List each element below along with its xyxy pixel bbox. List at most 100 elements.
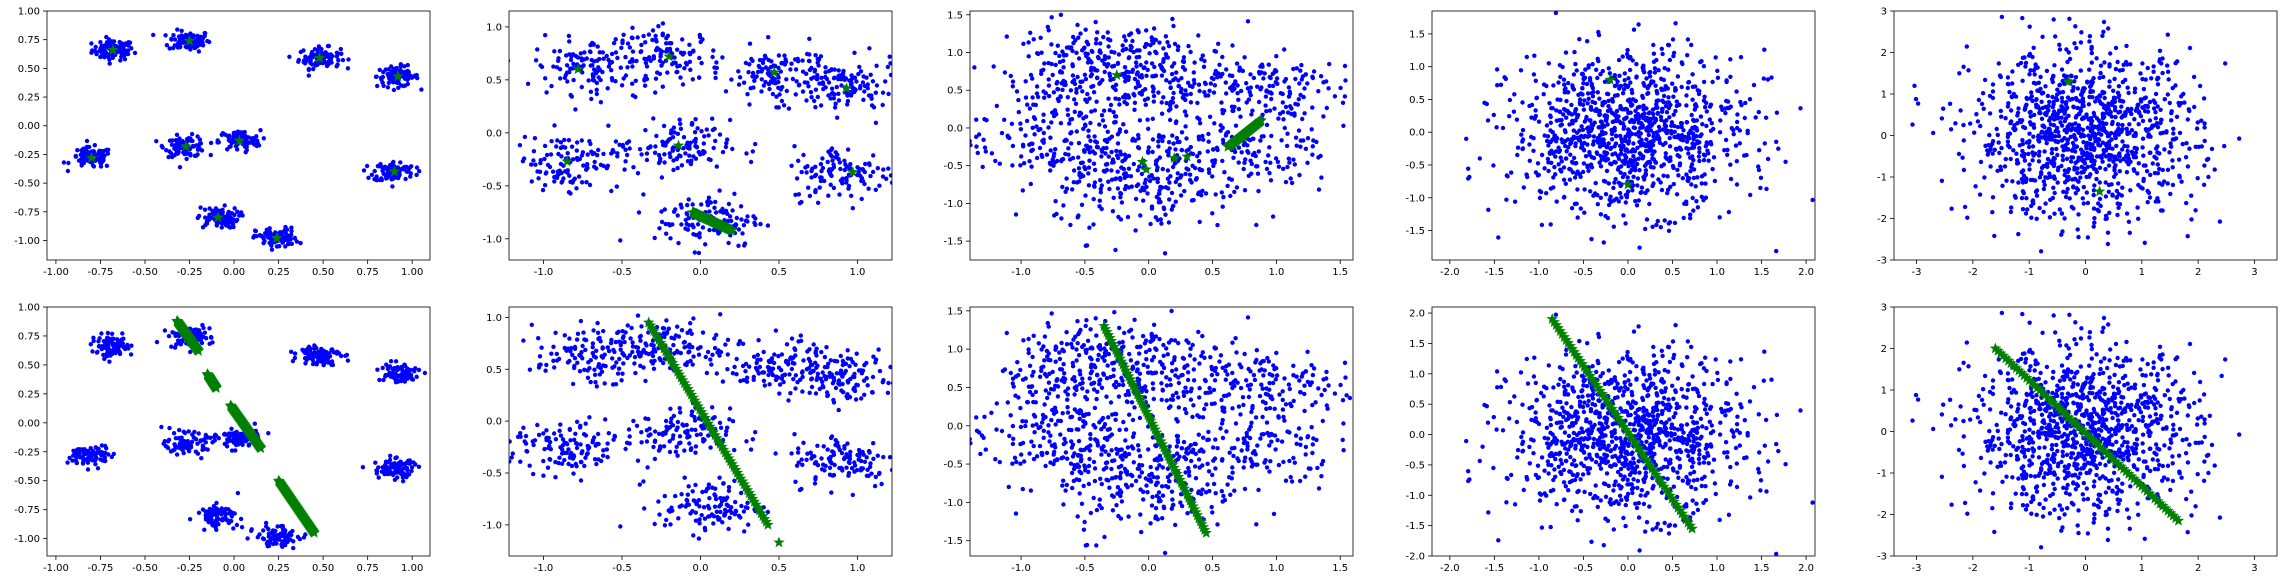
data-point — [167, 46, 172, 51]
data-point — [759, 69, 764, 74]
data-point — [1810, 197, 1815, 203]
data-point — [306, 67, 311, 73]
data-point — [1072, 81, 1078, 87]
data-point — [543, 171, 548, 176]
data-point — [2177, 130, 2183, 136]
data-point — [1115, 132, 1121, 137]
data-point — [1651, 111, 1656, 117]
data-point — [1624, 147, 1629, 152]
data-point — [1689, 42, 1694, 48]
data-point — [1673, 88, 1678, 93]
data-point — [605, 86, 610, 91]
data-point — [874, 83, 880, 88]
data-point — [1532, 53, 1537, 58]
data-point — [819, 175, 824, 180]
data-point — [1990, 89, 1996, 94]
data-point — [837, 160, 842, 165]
data-point — [1650, 152, 1655, 157]
data-point — [1156, 90, 1161, 95]
data-point — [1632, 149, 1638, 154]
data-point — [1566, 80, 1571, 86]
data-point — [1212, 83, 1218, 88]
data-point — [2170, 158, 2175, 163]
data-point — [857, 64, 862, 70]
data-point — [1645, 86, 1650, 91]
data-point — [1520, 137, 1526, 142]
data-point — [1282, 125, 1288, 131]
data-point — [1693, 184, 1698, 189]
data-point — [2051, 155, 2056, 161]
data-point — [688, 161, 694, 167]
data-point — [1077, 110, 1083, 115]
data-point — [2011, 148, 2016, 153]
data-point — [1256, 99, 1262, 105]
data-point — [568, 179, 573, 185]
data-point — [1582, 187, 1587, 192]
data-point — [1005, 133, 1010, 138]
data-point — [1367, 142, 1371, 146]
data-point — [223, 222, 228, 228]
data-point — [1592, 100, 1598, 106]
data-point — [97, 148, 102, 153]
data-point — [2041, 164, 2046, 169]
data-point — [1170, 96, 1176, 101]
data-point — [1206, 170, 1212, 175]
data-point — [301, 58, 307, 63]
data-point — [1053, 147, 1058, 152]
data-point — [1653, 83, 1658, 88]
data-point — [1283, 104, 1289, 110]
data-point — [1709, 121, 1715, 126]
data-point — [742, 241, 748, 246]
data-point — [203, 215, 208, 220]
data-point — [175, 27, 180, 32]
data-point — [1747, 97, 1753, 102]
data-point — [617, 142, 622, 147]
data-point — [685, 227, 691, 232]
data-point — [2103, 180, 2108, 185]
data-point — [1197, 150, 1202, 156]
data-point — [1211, 163, 1216, 169]
data-point — [1080, 48, 1085, 53]
data-point — [1535, 161, 1541, 166]
data-point — [1723, 110, 1728, 116]
data-point — [1068, 88, 1074, 93]
data-point — [542, 143, 548, 149]
data-point — [1034, 91, 1040, 96]
data-point — [2160, 167, 2165, 173]
data-point — [2014, 151, 2019, 156]
data-point — [1527, 142, 1532, 147]
data-point — [1041, 112, 1046, 117]
data-point — [1038, 35, 1043, 40]
data-point — [2116, 205, 2121, 210]
data-point — [1245, 19, 1251, 24]
data-point — [1546, 168, 1551, 174]
data-point — [2041, 186, 2047, 192]
data-point — [1091, 90, 1097, 95]
data-point — [1088, 120, 1093, 126]
data-point — [1132, 93, 1137, 98]
data-point — [1602, 79, 1608, 85]
data-point — [532, 136, 538, 141]
data-point — [375, 83, 380, 89]
data-point — [207, 206, 212, 211]
data-point — [1165, 40, 1170, 45]
data-point — [727, 214, 733, 219]
data-point — [1653, 160, 1659, 165]
data-point — [942, 151, 946, 155]
data-point — [1511, 109, 1517, 114]
data-point — [391, 80, 396, 85]
data-point — [1533, 113, 1539, 119]
data-point — [1110, 64, 1115, 69]
data-point — [1234, 185, 1240, 190]
data-point — [2008, 108, 2014, 113]
data-point — [1642, 111, 1647, 116]
data-point — [1637, 139, 1642, 145]
data-point — [989, 151, 995, 156]
data-point — [2126, 90, 2131, 96]
data-point — [235, 147, 240, 152]
data-point — [1542, 166, 1547, 171]
data-point — [219, 132, 224, 137]
data-point — [1168, 174, 1173, 179]
data-point — [1236, 160, 1241, 165]
data-point — [1170, 164, 1176, 170]
